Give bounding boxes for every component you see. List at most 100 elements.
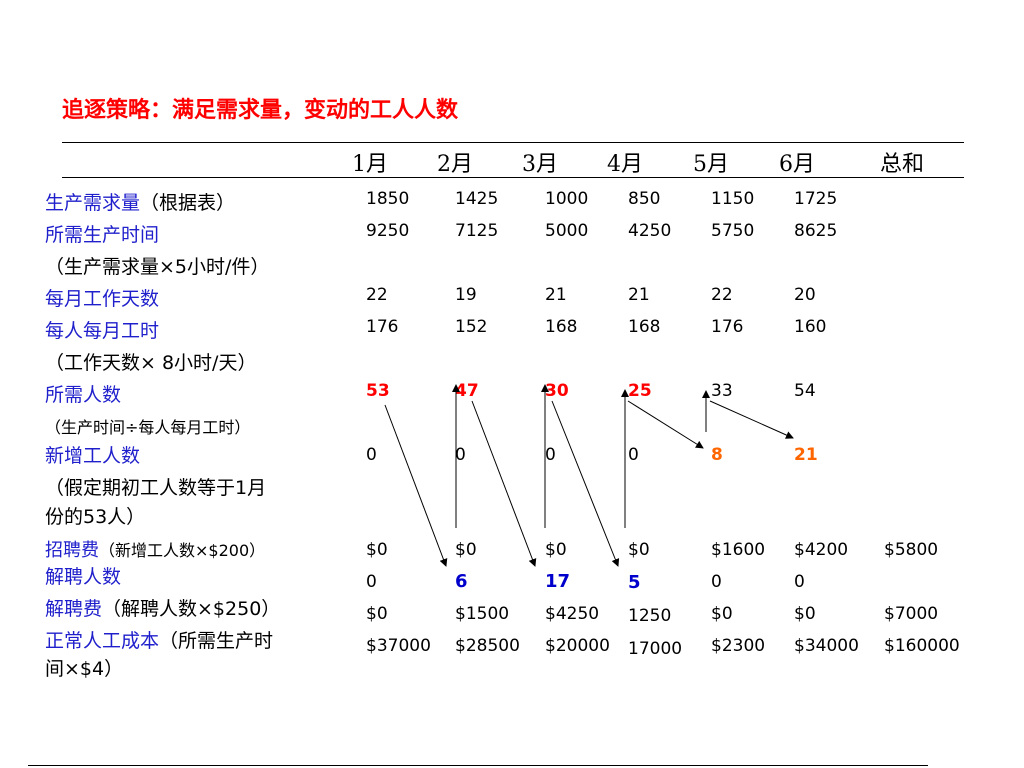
cell-demand-2: 1425 [455,189,499,209]
table-header-rule [62,177,964,178]
cell-work-days-3: 21 [545,285,567,305]
cell-workers-4: 25 [628,381,652,401]
cell-new-hires-2: 0 [455,445,466,465]
cell-hours-5: 176 [711,317,744,337]
label-new-hires-note-1: （假定期初工人数等于1月 [45,477,267,499]
cell-hours-1: 176 [366,317,399,337]
cell-labor-cost-total: $160000 [884,636,960,656]
cell-demand-4: 850 [628,189,661,209]
label-new-hires-note-2: 份的53人） [45,506,146,528]
label-demand-note: （根据表） [140,192,236,214]
cell-work-days-4: 21 [628,285,650,305]
page-bottom-rule [28,765,928,766]
header-month-4: 4月 [607,152,643,177]
label-hiring-cost: 招聘费（新增工人数×$200） [45,536,265,562]
cell-prod-time-2: 7125 [455,221,499,241]
label-demand: 生产需求量（根据表） [45,191,235,215]
label-hiring-cost-main: 招聘费 [45,540,99,561]
cell-work-days-5: 22 [711,285,733,305]
label-labor-cost: 正常人工成本（所需生产时 [45,629,273,653]
label-workers-needed: 所需人数 [45,384,122,406]
header-month-5: 5月 [693,152,729,177]
header-month-2: 2月 [437,152,473,177]
cell-work-days-2: 19 [455,285,477,305]
cell-workers-5: 33 [711,381,733,401]
cell-layoffs-4: 5 [628,572,641,593]
cell-labor-cost-4: 17000 [628,639,683,659]
cell-work-days-6: 20 [794,285,816,305]
cell-work-days-1: 22 [366,285,388,305]
label-new-hires: 新增工人数 [45,445,141,467]
cell-prod-time-3: 5000 [545,221,589,241]
cell-demand-3: 1000 [545,189,589,209]
cell-labor-cost-1: $37000 [366,636,431,656]
cell-demand-5: 1150 [711,189,755,209]
label-prod-time-note: （生产需求量×5小时/件） [45,256,270,278]
label-hours-per-worker: 每人每月工时 [45,320,160,342]
cell-layoff-cost-3: $4250 [545,604,600,624]
cell-prod-time-1: 9250 [366,221,410,241]
cell-layoffs-5: 0 [711,572,722,592]
cell-new-hires-4: 0 [628,445,639,465]
label-labor-cost-note-1: （所需生产时 [159,630,274,652]
cell-layoffs-6: 0 [794,572,805,592]
header-month-6: 6月 [779,152,815,177]
label-hours-per-worker-note: （工作天数× 8小时/天） [45,352,257,374]
header-month-1: 1月 [352,152,388,177]
cell-hiring-cost-1: $0 [366,540,388,560]
cell-labor-cost-5: $2300 [711,636,766,656]
label-layoffs: 解聘人数 [45,566,122,588]
cell-hiring-cost-6: $4200 [794,540,849,560]
cell-hours-6: 160 [794,317,827,337]
cell-layoff-cost-total: $7000 [884,604,939,624]
cell-workers-6: 54 [794,381,816,401]
arrow-layoff-mar [471,400,537,567]
label-hiring-cost-note: （新增工人数×$200） [99,541,266,560]
cell-layoff-cost-6: $0 [794,604,816,624]
header-month-3: 3月 [522,152,558,177]
label-demand-main: 生产需求量 [45,192,141,214]
cell-new-hires-3: 0 [545,445,556,465]
cell-layoffs-1: 0 [366,572,377,592]
cell-workers-1: 53 [366,381,390,401]
label-work-days: 每月工作天数 [45,288,160,310]
cell-layoffs-3: 17 [545,571,571,592]
cell-hiring-cost-4: $0 [628,540,650,560]
cell-labor-cost-2: $28500 [455,636,520,656]
cell-prod-time-6: 8625 [794,221,838,241]
cell-new-hires-1: 0 [366,445,377,465]
cell-demand-1: 1850 [366,189,410,209]
arrow-hire-may [627,400,704,449]
cell-layoff-cost-2: $1500 [455,604,510,624]
cell-new-hires-5: 8 [711,445,723,465]
page-title: 追逐策略：满足需求量，变动的工人人数 [62,98,459,123]
label-layoff-cost: 解聘费（解聘人数×$250） [45,597,280,621]
cell-prod-time-5: 5750 [711,221,755,241]
cell-prod-time-4: 4250 [628,221,672,241]
cell-layoff-cost-5: $0 [711,604,733,624]
label-layoff-cost-main: 解聘费 [45,598,103,620]
cell-workers-3: 30 [545,381,569,401]
header-total: 总和 [880,152,925,177]
cell-workers-2: 47 [455,381,479,401]
cell-new-hires-6: 21 [794,445,818,465]
table-top-rule [62,142,964,143]
cell-layoffs-2: 6 [455,571,468,592]
cell-hiring-cost-2: $0 [455,540,477,560]
label-workers-needed-note: （生产时间÷每人每月工时） [45,418,251,437]
cell-hiring-cost-total: $5800 [884,540,939,560]
cell-hours-3: 168 [545,317,578,337]
cell-hours-4: 168 [628,317,661,337]
arrow-layoff-feb [384,404,448,567]
cell-labor-cost-3: $20000 [545,636,610,656]
cell-labor-cost-6: $34000 [794,636,859,656]
cell-layoff-cost-1: $0 [366,604,388,624]
cell-layoff-cost-4: 1250 [628,606,672,626]
cell-hiring-cost-3: $0 [545,540,567,560]
cell-hours-2: 152 [455,317,488,337]
label-labor-cost-main: 正常人工成本 [45,630,160,652]
arrow-hire-jun [709,400,794,439]
label-prod-time: 所需生产时间 [45,224,160,246]
label-labor-cost-note-2: 间×$4） [45,658,124,680]
cell-hiring-cost-5: $1600 [711,540,766,560]
